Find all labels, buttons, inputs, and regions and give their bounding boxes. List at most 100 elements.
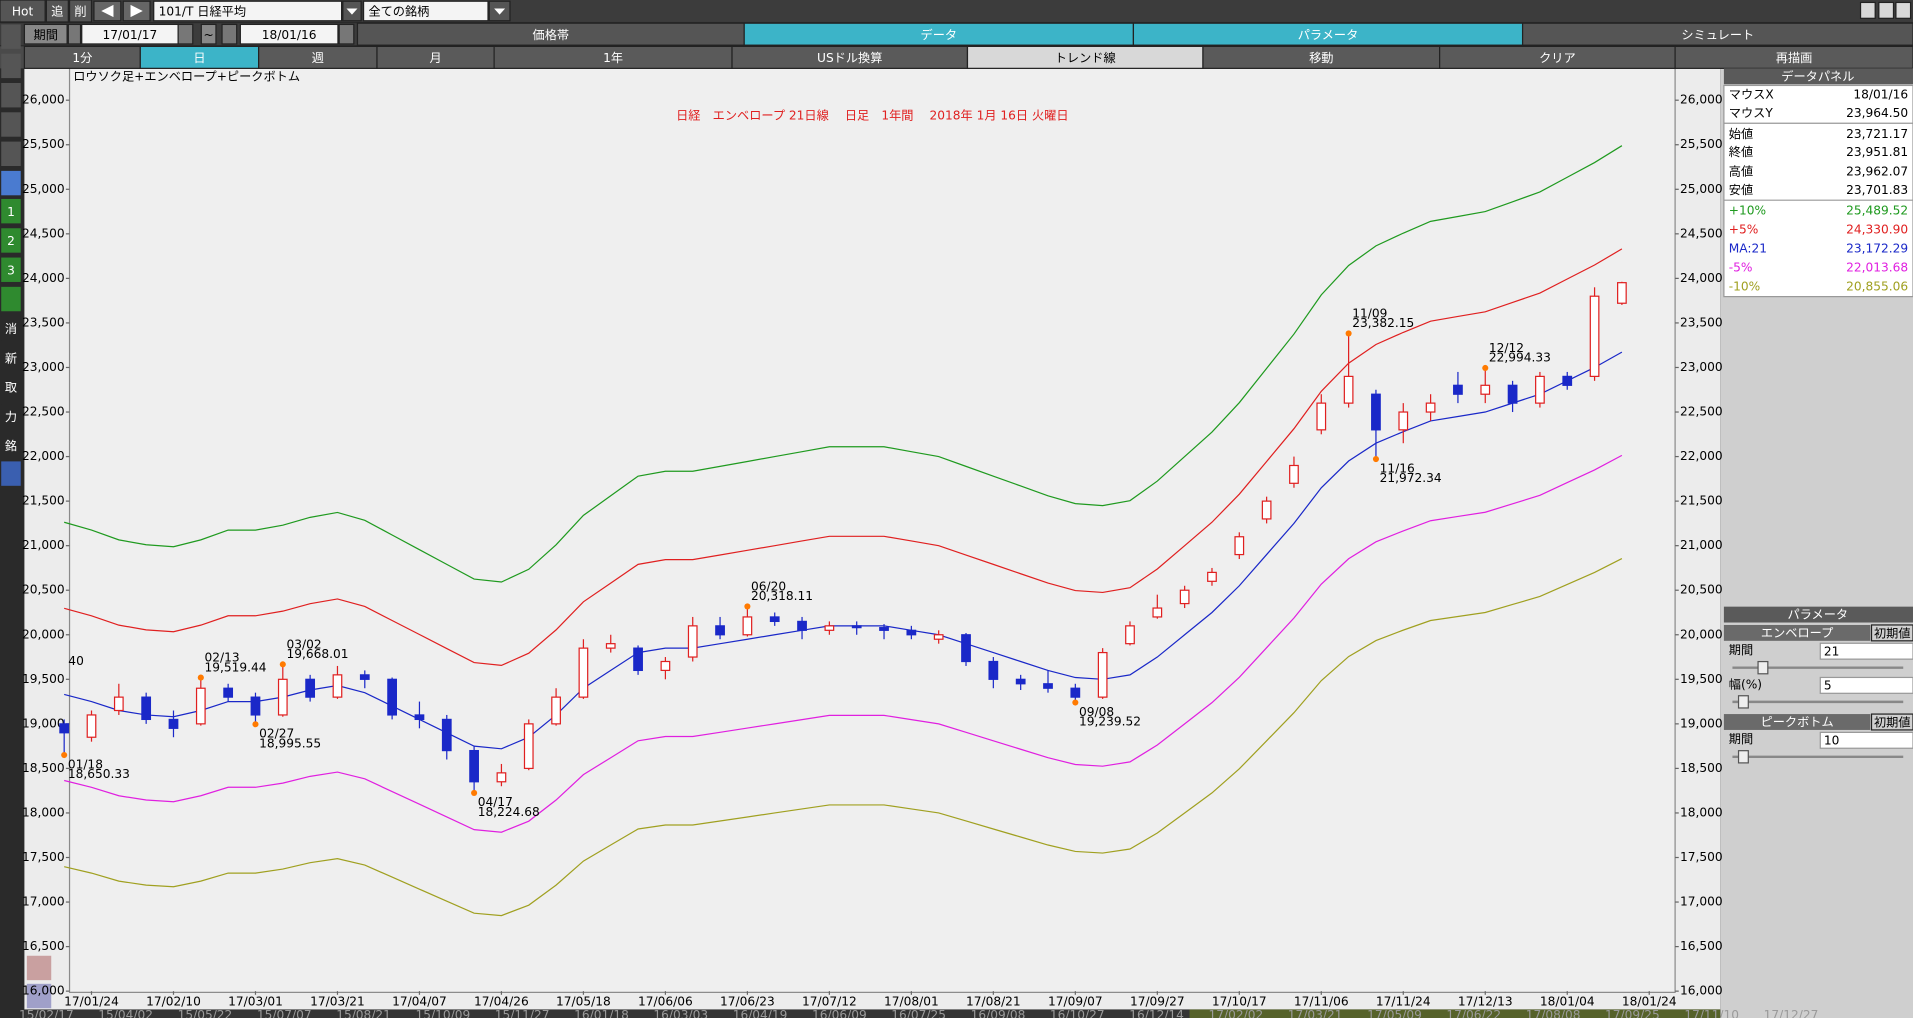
side-tool[interactable] <box>1 433 21 458</box>
toolbar-button-label[interactable]: 削 <box>74 5 86 19</box>
side-tool-label[interactable]: 取 <box>5 381 17 395</box>
side-tool[interactable] <box>1 404 21 429</box>
x-tick-label: 17/08/21 <box>966 995 1021 1009</box>
toolbar-button[interactable] <box>0 0 46 23</box>
slider-thumb[interactable] <box>1737 695 1749 709</box>
maximize-button[interactable] <box>1878 1 1895 19</box>
side-tool-label[interactable]: 消 <box>5 322 17 336</box>
toolbar-button-label[interactable]: Hot <box>12 5 34 19</box>
date-separator[interactable] <box>200 23 217 45</box>
tab-label[interactable]: データ <box>921 27 958 42</box>
side-tool[interactable] <box>1 257 21 282</box>
side-tool-label[interactable]: 3 <box>7 263 15 277</box>
param-input[interactable] <box>1819 642 1913 660</box>
mode-button-label[interactable]: 1分 <box>72 51 92 65</box>
mode-button-label[interactable]: 月 <box>429 51 441 65</box>
side-tool-label[interactable]: 銘 <box>5 438 17 453</box>
toolbar-button[interactable] <box>45 0 69 23</box>
data-value: 23,964.50 <box>1846 106 1908 120</box>
tab[interactable] <box>1521 22 1913 46</box>
date-from-label[interactable]: 17/01/17 <box>103 28 158 42</box>
crosshair-tool[interactable] <box>1 53 21 79</box>
reset-button-label[interactable]: 初期値 <box>1874 715 1911 730</box>
camera-tool[interactable] <box>1 83 21 108</box>
line-tool-tool[interactable] <box>1 141 21 167</box>
date-arrow[interactable] <box>67 23 82 45</box>
param-input[interactable] <box>1819 676 1913 694</box>
legend-label: +10% <box>1729 204 1766 218</box>
mode-button-label[interactable]: クリア <box>1539 51 1576 65</box>
reset-button[interactable] <box>1870 713 1913 731</box>
candle-body <box>1562 375 1573 386</box>
side-tool-label[interactable]: 新 <box>5 351 17 365</box>
mode-button-label[interactable]: 再描画 <box>1776 51 1813 65</box>
search-tool[interactable] <box>1 24 21 49</box>
side-tool[interactable] <box>1 374 21 400</box>
symbol-input[interactable] <box>153 0 343 22</box>
candle-body <box>305 678 316 698</box>
mode-button-label[interactable]: トレンド線 <box>1055 50 1116 65</box>
mode-button-label[interactable]: 週 <box>312 51 324 65</box>
date-separator-label[interactable]: ~ <box>204 28 214 42</box>
line-tool-tool[interactable] <box>1 112 21 137</box>
mode-button-label[interactable]: 移動 <box>1309 51 1333 65</box>
side-tool[interactable] <box>1 316 21 341</box>
favorite-tool[interactable] <box>1 286 21 312</box>
period-label-label[interactable]: 期間 <box>34 28 58 42</box>
minimize-button[interactable] <box>1859 1 1876 19</box>
candle-body <box>660 660 671 672</box>
symbol-input-label[interactable]: 101/T 日経平均 <box>159 5 246 19</box>
filter-select[interactable] <box>362 0 489 22</box>
y-tick-label: 25,000 <box>22 182 65 196</box>
peak-value: 21,972.34 <box>1380 471 1442 485</box>
date-to-label[interactable]: 18/01/16 <box>262 28 317 42</box>
side-tool[interactable] <box>1 198 21 224</box>
toolbar-button[interactable] <box>68 0 93 23</box>
reset-button[interactable] <box>1870 624 1913 642</box>
navigator-window[interactable] <box>1189 1009 1721 1018</box>
reset-button-label[interactable]: 初期値 <box>1874 626 1911 641</box>
peak-value: 18,995.55 <box>259 736 321 750</box>
candle-body <box>168 718 179 729</box>
mode-button-label[interactable]: 1年 <box>603 51 623 65</box>
chart-icon[interactable] <box>26 983 52 1009</box>
side-tool-label[interactable]: 2 <box>7 234 15 248</box>
navigator-date: 15/10/09 <box>416 1008 471 1018</box>
filter-select-label[interactable]: 全ての銘柄 <box>368 4 429 19</box>
date-arrow[interactable] <box>338 23 355 45</box>
y-tick-label: 25,500 <box>22 137 65 151</box>
date-arrow[interactable] <box>177 23 194 45</box>
tab-label[interactable]: シミュレート <box>1681 28 1754 42</box>
y2-tick-label: 23,500 <box>1680 315 1723 329</box>
date-arrow[interactable] <box>221 23 238 45</box>
toolbar-button-label[interactable]: 追 <box>51 4 63 19</box>
plot-area <box>68 67 1676 993</box>
y2-tick-label: 24,000 <box>1680 271 1723 285</box>
slider-thumb[interactable] <box>1737 750 1749 764</box>
param-group-header <box>1723 624 1871 641</box>
candle-body <box>797 620 807 631</box>
flag-tool[interactable] <box>1 170 21 196</box>
close-button[interactable] <box>1895 1 1912 19</box>
side-tool-label[interactable]: 1 <box>7 205 15 219</box>
settings-tool[interactable] <box>1 461 21 486</box>
side-tool[interactable] <box>1 345 21 370</box>
data-label: 高値 <box>1729 164 1753 179</box>
chart-icon[interactable] <box>26 955 52 981</box>
param-input[interactable] <box>1819 731 1913 749</box>
param-value[interactable]: 5 <box>1824 678 1832 692</box>
mode-button-label[interactable]: 日 <box>193 51 205 65</box>
param-value[interactable]: 10 <box>1824 733 1840 747</box>
tab-label[interactable]: パラメータ <box>1298 28 1359 42</box>
side-tool-label[interactable]: 力 <box>5 410 17 424</box>
peak-marker <box>1345 330 1352 337</box>
mode-button-label[interactable]: USドル換算 <box>817 50 882 65</box>
slider-thumb[interactable] <box>1757 660 1769 675</box>
tab-label[interactable]: 価格帯 <box>533 27 570 42</box>
period-label[interactable] <box>23 23 68 45</box>
legend-value: 22,013.68 <box>1846 260 1908 274</box>
date-to[interactable] <box>239 23 339 45</box>
param-value[interactable]: 21 <box>1824 644 1840 658</box>
y2-tick-label: 19,000 <box>1680 716 1723 730</box>
side-tool[interactable] <box>1 228 21 253</box>
